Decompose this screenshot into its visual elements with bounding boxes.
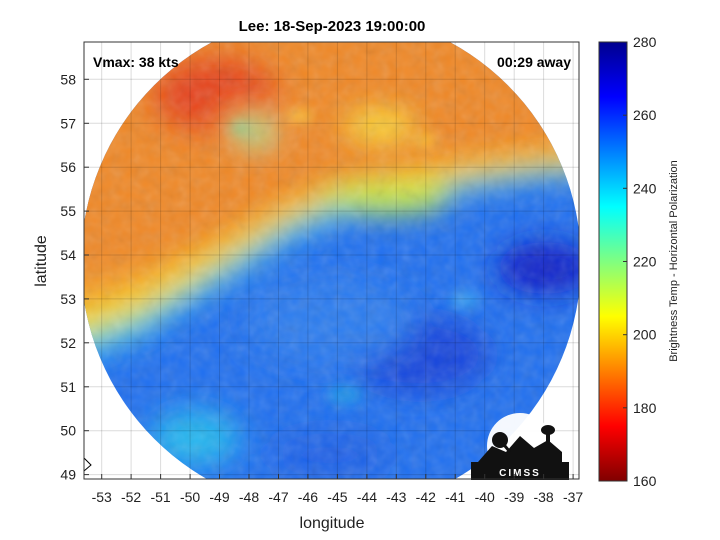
x-tick-label-11: -42 (416, 489, 436, 505)
y-axis-label: latitude (33, 235, 50, 287)
y-tick-label-1: 50 (60, 423, 76, 439)
colorbar-gradient (598, 41, 628, 482)
x-tick-label-10: -43 (386, 489, 406, 505)
chart-title: Lee: 18-Sep-2023 19:00:00 (239, 18, 426, 35)
colorbar-tick-label-4: 240 (633, 180, 657, 196)
colorbar-tick-label-3: 220 (633, 254, 657, 270)
x-tick-label-15: -38 (533, 489, 553, 505)
swath-field (84, 42, 579, 479)
y-tick-label-7: 56 (60, 159, 76, 175)
colorbar-tick-label-0: 160 (633, 473, 657, 489)
x-axis: -53 -52 -51 -50 -49 -48 -47 -46 -45 -44 -43 -42 -41-… (92, 474, 583, 505)
edge-marker-icon (83, 457, 92, 472)
colorbar-ticks: 160 180 200 220 240 260 280 (623, 34, 657, 489)
colorbar-tick-label-2: 200 (633, 327, 657, 343)
y-tick-label-9: 58 (60, 71, 76, 87)
colorbar-tick-label-5: 260 (633, 107, 657, 123)
y-tick-label-3: 52 (60, 335, 76, 351)
x-tick-label-8: -45 (327, 489, 347, 505)
colorbar-tick-label-1: 180 (633, 400, 657, 416)
x-tick-label-12: -41 (445, 489, 465, 505)
logo-text: CIMSS (499, 468, 541, 479)
logo-artwork (471, 413, 569, 480)
x-tick-label-16: -37 (563, 489, 583, 505)
y-tick-label-2: 51 (60, 379, 76, 395)
cimss-logo: CIMSS (471, 413, 569, 480)
x-tick-label-7: -46 (298, 489, 318, 505)
x-tick-label-13: -40 (475, 489, 495, 505)
x-tick-label-5: -48 (239, 489, 259, 505)
x-tick-label-14: -39 (504, 489, 524, 505)
vmax-annotation: Vmax: 38 kts (93, 54, 179, 70)
x-tick-label-1: -52 (121, 489, 141, 505)
x-axis-label: longitude (300, 515, 365, 532)
x-tick-label-0: -53 (92, 489, 112, 505)
plot-frame (83, 41, 580, 480)
colorbar-label: Brightness Temp - Horizontal Polarizatio… (668, 160, 680, 362)
x-tick-label-4: -49 (209, 489, 229, 505)
y-tick-label-4: 53 (60, 291, 76, 307)
x-tick-label-6: -47 (268, 489, 288, 505)
y-axis: 49 50 51 52 53 54 55 56 57 58 (60, 71, 89, 483)
grid (84, 42, 579, 479)
x-tick-label-2: -51 (150, 489, 170, 505)
plot-area: Vmax: 38 kts 00:29 away CIMSS (83, 41, 580, 480)
field-texture (84, 42, 579, 479)
x-tick-label-3: -50 (180, 489, 200, 505)
y-tick-label-6: 55 (60, 203, 76, 219)
y-tick-label-8: 57 (60, 115, 76, 131)
y-tick-label-5: 54 (60, 247, 76, 263)
x-tick-label-9: -44 (357, 489, 377, 505)
time-offset-annotation: 00:29 away (497, 54, 571, 70)
colorbar-tick-label-6: 280 (633, 34, 657, 50)
y-tick-label-0: 49 (60, 467, 76, 483)
colorbar: 160 180 200 220 240 260 280 Brightness Temp - … (598, 34, 680, 489)
